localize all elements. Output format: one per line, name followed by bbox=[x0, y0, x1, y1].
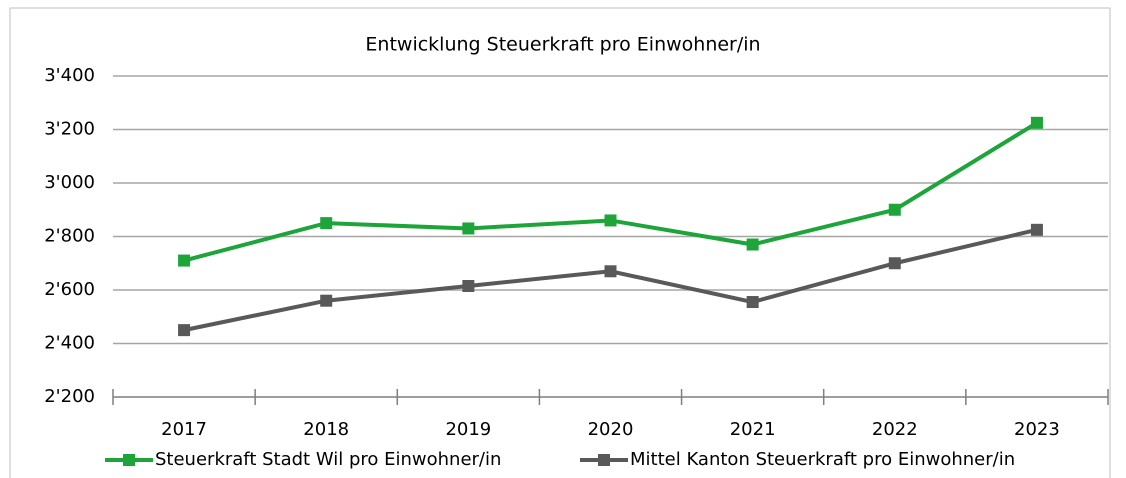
chart-title: Entwicklung Steuerkraft pro Einwohner/in bbox=[365, 34, 760, 56]
data-point bbox=[178, 324, 191, 337]
data-point bbox=[320, 294, 333, 307]
y-tick-label: 3'000 bbox=[44, 172, 95, 193]
legend-marker bbox=[598, 454, 610, 466]
x-tick-label: 2022 bbox=[872, 419, 918, 440]
data-point bbox=[462, 222, 475, 235]
x-tick-label: 2021 bbox=[730, 419, 776, 440]
y-tick-label: 2'400 bbox=[44, 333, 95, 354]
data-point bbox=[888, 203, 901, 216]
chart-border bbox=[9, 7, 1111, 478]
data-point bbox=[604, 214, 617, 227]
y-tick-label: 3'400 bbox=[44, 65, 95, 86]
data-point bbox=[746, 238, 759, 251]
data-point bbox=[746, 296, 759, 309]
data-point bbox=[462, 279, 475, 292]
x-tick-label: 2017 bbox=[161, 419, 207, 440]
legend-marker bbox=[123, 454, 135, 466]
legend-label: Mittel Kanton Steuerkraft pro Einwohner/… bbox=[630, 449, 1015, 470]
x-tick-label: 2020 bbox=[588, 419, 634, 440]
y-tick-label: 2'800 bbox=[44, 226, 95, 247]
x-tick-label: 2019 bbox=[445, 419, 491, 440]
series-line bbox=[183, 121, 1038, 263]
x-tick-label: 2023 bbox=[1014, 419, 1060, 440]
series-line bbox=[183, 227, 1038, 333]
y-tick-label: 3'200 bbox=[44, 119, 95, 140]
data-point bbox=[320, 217, 333, 230]
data-point bbox=[604, 265, 617, 278]
data-point bbox=[1030, 116, 1043, 129]
y-tick-label: 2'200 bbox=[44, 386, 95, 407]
data-point bbox=[1030, 223, 1043, 236]
y-tick-label: 2'600 bbox=[44, 279, 95, 300]
legend-label: Steuerkraft Stadt Wil pro Einwohner/in bbox=[155, 449, 501, 470]
data-point bbox=[888, 257, 901, 270]
data-point bbox=[178, 254, 191, 267]
x-tick-label: 2018 bbox=[303, 419, 349, 440]
